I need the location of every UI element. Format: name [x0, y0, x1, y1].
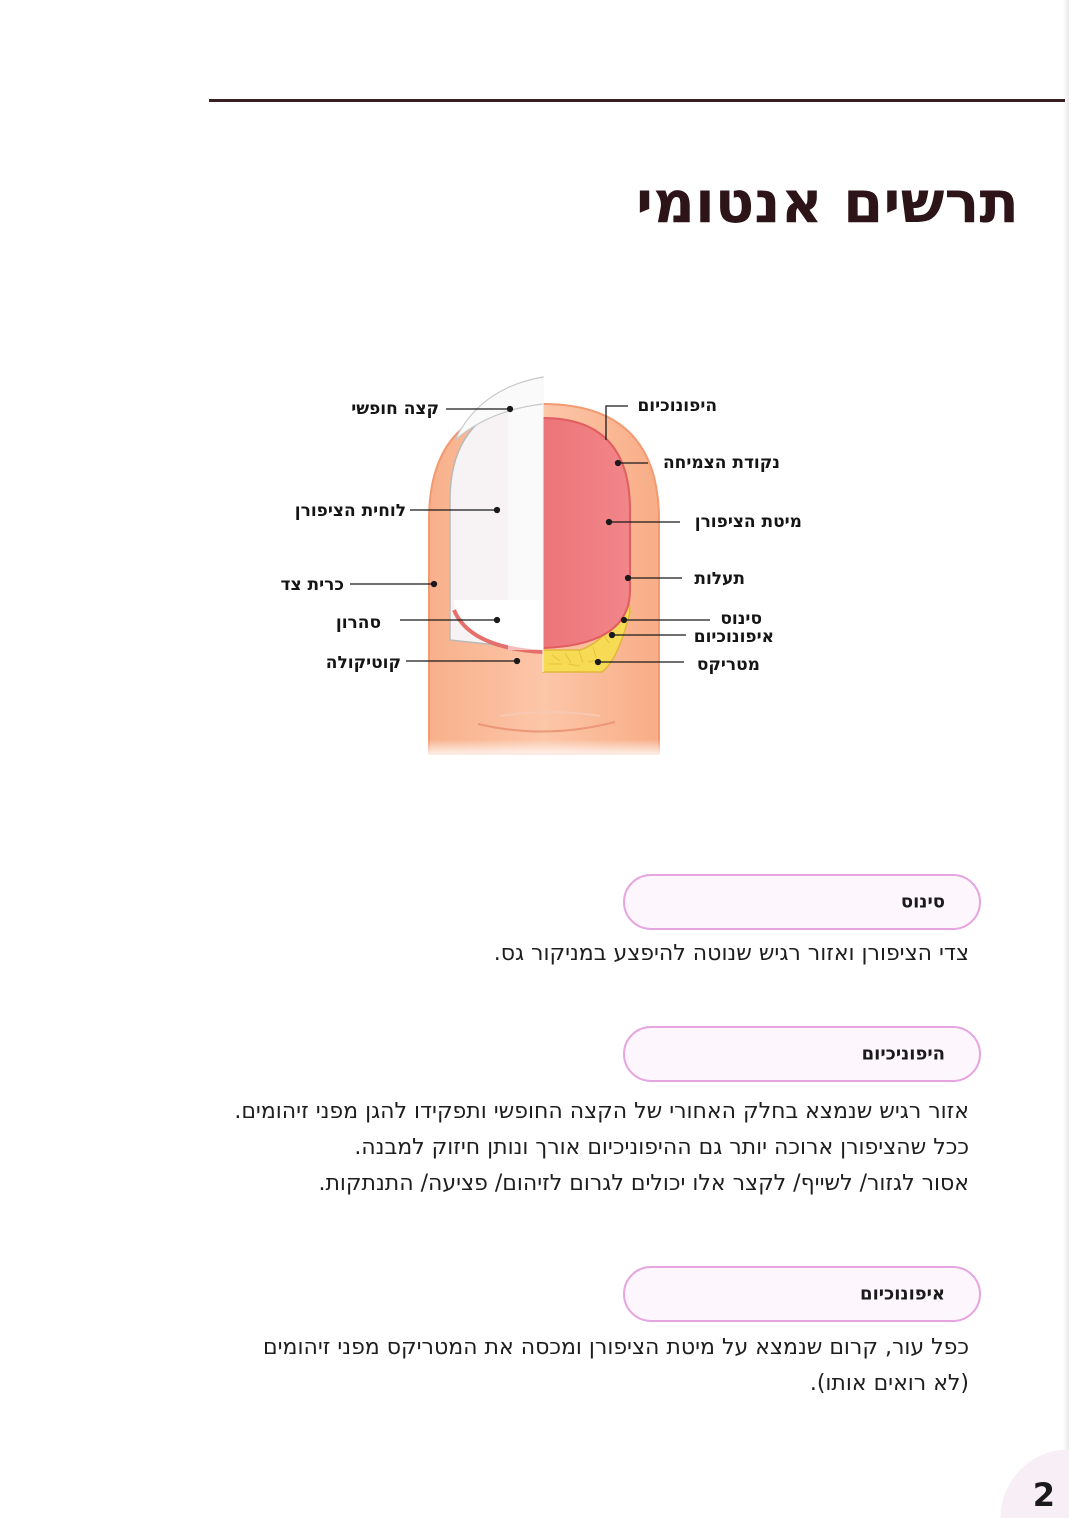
label-nail-plate: לוחית הציפורן	[295, 501, 406, 521]
section-description-hyponychium: אזור רגיש שנמצא בחלק האחורי של הקצה החופ…	[119, 1094, 969, 1202]
section-heading-pill-hyponychium: היפוניכיום	[623, 1026, 981, 1082]
description-line: אזור רגיש שנמצא בחלק האחורי של הקצה החופ…	[234, 1099, 969, 1124]
description-line: צדי הציפורן ואזור רגיש שנוטה להיפצע במני…	[493, 941, 969, 966]
section-heading-pill-eponychium: איפונוכיום	[623, 1266, 981, 1322]
label-cuticle: קוטיקולה	[326, 653, 401, 673]
page-corner-decoration	[999, 1448, 1069, 1518]
page-title: תרשים אנטומי	[635, 168, 1019, 236]
label-hyponychium: היפונוכיום	[637, 396, 717, 416]
label-lateral-fold: כרית צד	[281, 575, 345, 595]
section-heading: סינוס	[900, 891, 945, 913]
nail-bed-shape	[543, 416, 631, 650]
section-heading: היפוניכיום	[861, 1043, 945, 1065]
label-free-edge: קצה חופשי	[351, 399, 439, 419]
label-eponychium: איפונוכיום	[694, 627, 774, 647]
description-line: (לא רואים אותו).	[809, 1371, 969, 1396]
page-number: 2	[1032, 1476, 1055, 1514]
knuckle-crease	[477, 721, 616, 733]
section-description-eponychium: כפל עור, קרום שנמצא על מיטת הציפורן ומכס…	[119, 1330, 969, 1402]
header-rule	[209, 99, 1065, 102]
label-sinus: סינוס	[720, 609, 762, 629]
page-edge-shadow	[1063, 0, 1069, 1518]
description-line: כפל עור, קרום שנמצא על מיטת הציפורן ומכס…	[262, 1335, 969, 1360]
description-line: ככל שהציפורן ארוכה יותר גם ההיפוניכיום א…	[354, 1135, 969, 1160]
section-description-sinus: צדי הציפורן ואזור רגיש שנוטה להיפצע במני…	[119, 936, 969, 972]
label-nail-bed: מיטת הציפורן	[695, 512, 802, 532]
section-heading: איפונוכיום	[860, 1283, 945, 1305]
label-matrix: מטריקס	[697, 655, 760, 675]
label-groove: תעלות	[694, 569, 745, 589]
label-growth-point: נקודת הצמיחה	[663, 453, 780, 473]
section-heading-pill-sinus: סינוס	[623, 874, 981, 930]
label-lunula: סהרון	[336, 613, 381, 633]
description-line: אסור לגזור/ לשייף/ לקצר אלו יכולים לגרום…	[318, 1171, 969, 1196]
